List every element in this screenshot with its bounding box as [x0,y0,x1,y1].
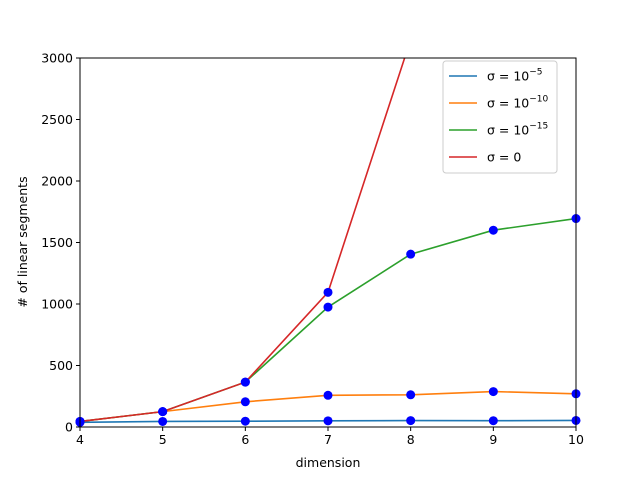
data-point [488,387,498,397]
y-tick-label: 2000 [41,174,73,189]
y-tick-label: 3000 [41,51,73,66]
data-point [406,416,416,426]
legend-exponent: −5 [529,68,542,78]
legend-entry: σ = 10−5 [487,68,543,84]
legend: σ = 10−5σ = 10−10σ = 10−15σ = 0 [442,60,558,174]
data-point [158,416,168,426]
data-point [406,249,416,259]
legend-label: σ = 10 [487,96,529,111]
y-tick-label: 500 [49,358,73,373]
x-tick-label: 4 [76,432,84,447]
y-tick-label: 1500 [41,235,73,250]
data-point [323,287,333,297]
x-tick-label: 9 [489,432,497,447]
data-point [488,416,498,426]
x-axis: 4 5 6 7 8 9 10 [76,427,584,447]
data-point [158,407,168,417]
x-tick-label: 10 [568,432,584,447]
data-point [323,416,333,426]
data-point [323,390,333,400]
x-tick-label: 8 [407,432,415,447]
data-point [406,390,416,400]
legend-exponent: −15 [529,122,548,132]
y-axis: 0 500 1000 1500 2000 2500 3000 [41,51,80,435]
data-point [323,302,333,312]
x-tick-label: 5 [159,432,167,447]
x-tick-label: 6 [241,432,249,447]
legend-label: σ = 10 [487,123,529,138]
x-axis-label: dimension [296,455,361,470]
legend-entry: σ = 10−10 [487,95,549,111]
y-tick-label: 1000 [41,297,73,312]
legend-exponent: −10 [529,95,548,105]
data-point [488,225,498,235]
marker-layer [75,214,581,427]
legend-entry: σ = 0 [487,150,521,165]
legend-box [442,60,558,174]
x-tick-label: 7 [324,432,332,447]
legend-label: σ = 0 [487,150,521,165]
data-point [240,416,250,426]
y-axis-label: # of linear segments [15,176,30,307]
y-tick-label: 2500 [41,112,73,127]
legend-entry: σ = 10−15 [487,122,548,138]
data-point [240,397,250,407]
data-point [240,377,250,387]
legend-label: σ = 10 [487,69,529,84]
y-tick-label: 0 [65,420,73,435]
